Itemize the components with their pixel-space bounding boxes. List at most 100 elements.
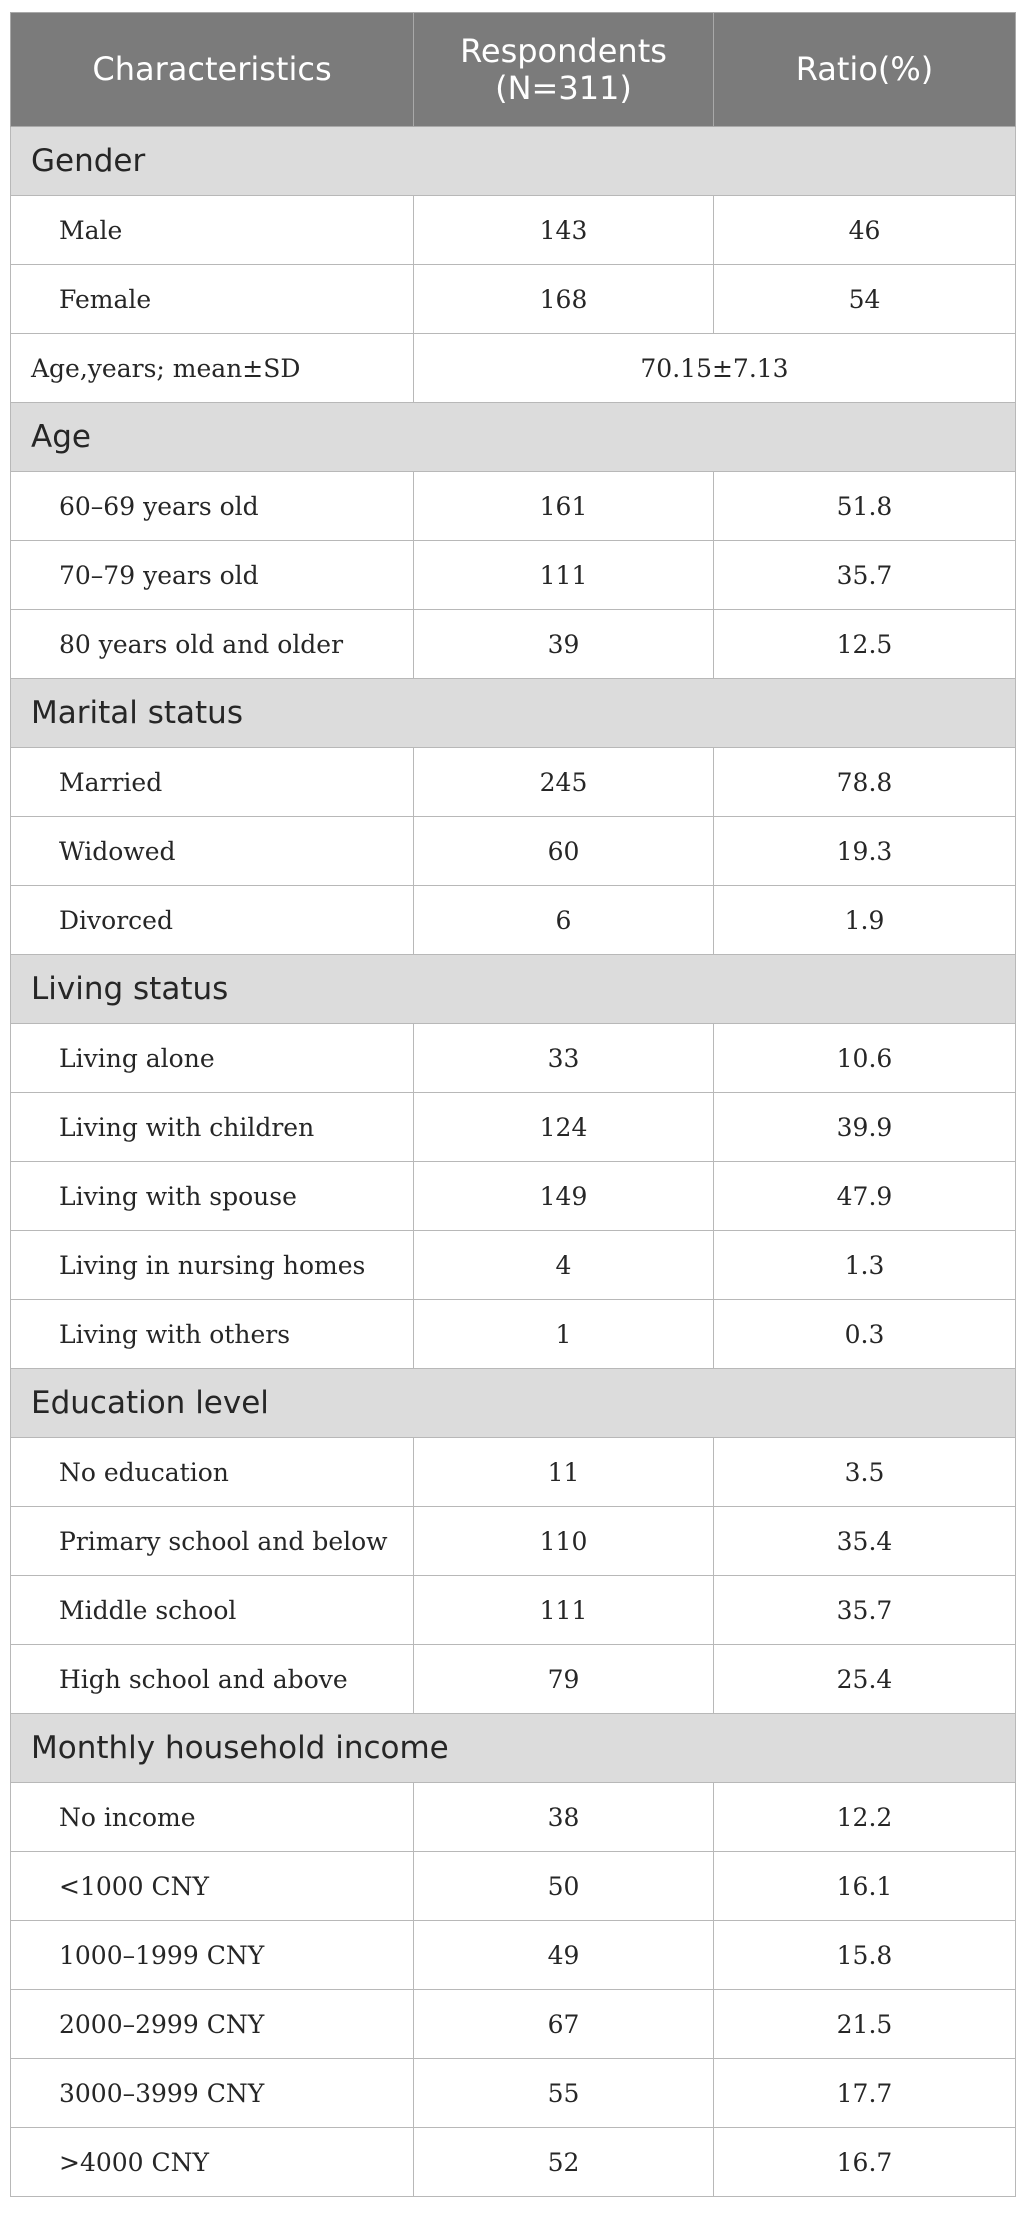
table-body: Gender Male 143 46 Female 168 54 Age,years; mea… [10, 126, 1016, 2197]
table-row: 2000–2999 CNY 67 21.5 [10, 1989, 1016, 2059]
ratio-cell: 12.2 [713, 1782, 1016, 1852]
table-row: Living in nursing homes 4 1.3 [10, 1230, 1016, 1300]
respondents-cell: 60 [413, 816, 714, 886]
row-label: 3000–3999 CNY [10, 2058, 414, 2128]
respondents-cell: 4 [413, 1230, 714, 1300]
ratio-cell: 35.7 [713, 1575, 1016, 1645]
row-label: 70–79 years old [10, 540, 414, 610]
ratio-cell: 3.5 [713, 1437, 1016, 1507]
respondents-cell: 110 [413, 1506, 714, 1576]
section-header-row: Education level [10, 1368, 1016, 1438]
ratio-cell: 19.3 [713, 816, 1016, 886]
section-title: Living status [10, 954, 1016, 1024]
ratio-cell: 21.5 [713, 1989, 1016, 2059]
table-row: Primary school and below 110 35.4 [10, 1506, 1016, 1576]
table-header: Characteristics Respondents (N=311) Ratio… [10, 12, 1016, 127]
table-row: No income 38 12.2 [10, 1782, 1016, 1852]
ratio-cell: 47.9 [713, 1161, 1016, 1231]
respondents-cell: 52 [413, 2127, 714, 2197]
age-mean-label: Age,years; mean±SD [10, 333, 414, 403]
respondents-cell: 79 [413, 1644, 714, 1714]
row-label: Living with spouse [10, 1161, 414, 1231]
row-label: <1000 CNY [10, 1851, 414, 1921]
section-title: Gender [10, 126, 1016, 196]
row-label: 2000–2999 CNY [10, 1989, 414, 2059]
respondents-cell: 39 [413, 609, 714, 679]
ratio-cell: 16.7 [713, 2127, 1016, 2197]
respondents-cell: 149 [413, 1161, 714, 1231]
respondents-cell: 245 [413, 747, 714, 817]
section-title: Education level [10, 1368, 1016, 1438]
row-label: No education [10, 1437, 414, 1507]
ratio-cell: 1.9 [713, 885, 1016, 955]
ratio-cell: 12.5 [713, 609, 1016, 679]
respondents-cell: 38 [413, 1782, 714, 1852]
row-label: Divorced [10, 885, 414, 955]
ratio-cell: 15.8 [713, 1920, 1016, 1990]
table-row: 1000–1999 CNY 49 15.8 [10, 1920, 1016, 1990]
table-row: Widowed 60 19.3 [10, 816, 1016, 886]
respondents-cell: 124 [413, 1092, 714, 1162]
row-label: Living in nursing homes [10, 1230, 414, 1300]
row-label: 1000–1999 CNY [10, 1920, 414, 1990]
demographics-table-container: Characteristics Respondents (N=311) Ratio… [10, 12, 1016, 2197]
ratio-cell: 1.3 [713, 1230, 1016, 1300]
respondents-cell: 50 [413, 1851, 714, 1921]
table-row: Female 168 54 [10, 264, 1016, 334]
table-row: 3000–3999 CNY 55 17.7 [10, 2058, 1016, 2128]
respondents-cell: 33 [413, 1023, 714, 1093]
table-row: Living with children 124 39.9 [10, 1092, 1016, 1162]
respondents-cell: 55 [413, 2058, 714, 2128]
row-label: Female [10, 264, 414, 334]
table-row: Middle school 111 35.7 [10, 1575, 1016, 1645]
respondents-cell: 161 [413, 471, 714, 541]
respondents-cell: 6 [413, 885, 714, 955]
ratio-cell: 25.4 [713, 1644, 1016, 1714]
row-label: Married [10, 747, 414, 817]
section-header-row: Living status [10, 954, 1016, 1024]
section-title: Marital status [10, 678, 1016, 748]
table-row: 60–69 years old 161 51.8 [10, 471, 1016, 541]
row-label: Widowed [10, 816, 414, 886]
ratio-cell: 10.6 [713, 1023, 1016, 1093]
section-header-row: Marital status [10, 678, 1016, 748]
header-respondents-line1: Respondents [460, 31, 667, 70]
table-row: <1000 CNY 50 16.1 [10, 1851, 1016, 1921]
section-header-row: Age [10, 402, 1016, 472]
table-row: Divorced 6 1.9 [10, 885, 1016, 955]
respondents-cell: 111 [413, 1575, 714, 1645]
ratio-cell: 16.1 [713, 1851, 1016, 1921]
table-row: Living with spouse 149 47.9 [10, 1161, 1016, 1231]
respondents-cell: 67 [413, 1989, 714, 2059]
row-label: High school and above [10, 1644, 414, 1714]
row-label: Living with children [10, 1092, 414, 1162]
table-row: >4000 CNY 52 16.7 [10, 2127, 1016, 2197]
table-row: No education 11 3.5 [10, 1437, 1016, 1507]
age-mean-value: 70.15±7.13 [413, 333, 1016, 403]
respondents-cell: 143 [413, 195, 714, 265]
row-label: Living with others [10, 1299, 414, 1369]
ratio-cell: 17.7 [713, 2058, 1016, 2128]
ratio-cell: 0.3 [713, 1299, 1016, 1369]
table-row: Living alone 33 10.6 [10, 1023, 1016, 1093]
header-respondents-line2: (N=311) [495, 68, 632, 107]
header-ratio: Ratio(%) [713, 12, 1016, 127]
row-label: Living alone [10, 1023, 414, 1093]
row-label: >4000 CNY [10, 2127, 414, 2197]
table-row: Male 143 46 [10, 195, 1016, 265]
respondents-cell: 111 [413, 540, 714, 610]
row-label: Primary school and below [10, 1506, 414, 1576]
respondents-cell: 1 [413, 1299, 714, 1369]
ratio-cell: 51.8 [713, 471, 1016, 541]
header-characteristics: Characteristics [10, 12, 414, 127]
section-title: Age [10, 402, 1016, 472]
ratio-cell: 35.7 [713, 540, 1016, 610]
row-label: 80 years old and older [10, 609, 414, 679]
row-label: No income [10, 1782, 414, 1852]
respondents-cell: 49 [413, 1920, 714, 1990]
table-row: Living with others 1 0.3 [10, 1299, 1016, 1369]
section-header-row: Monthly household income [10, 1713, 1016, 1783]
respondents-cell: 168 [413, 264, 714, 334]
section-header-row: Gender [10, 126, 1016, 196]
row-label: 60–69 years old [10, 471, 414, 541]
